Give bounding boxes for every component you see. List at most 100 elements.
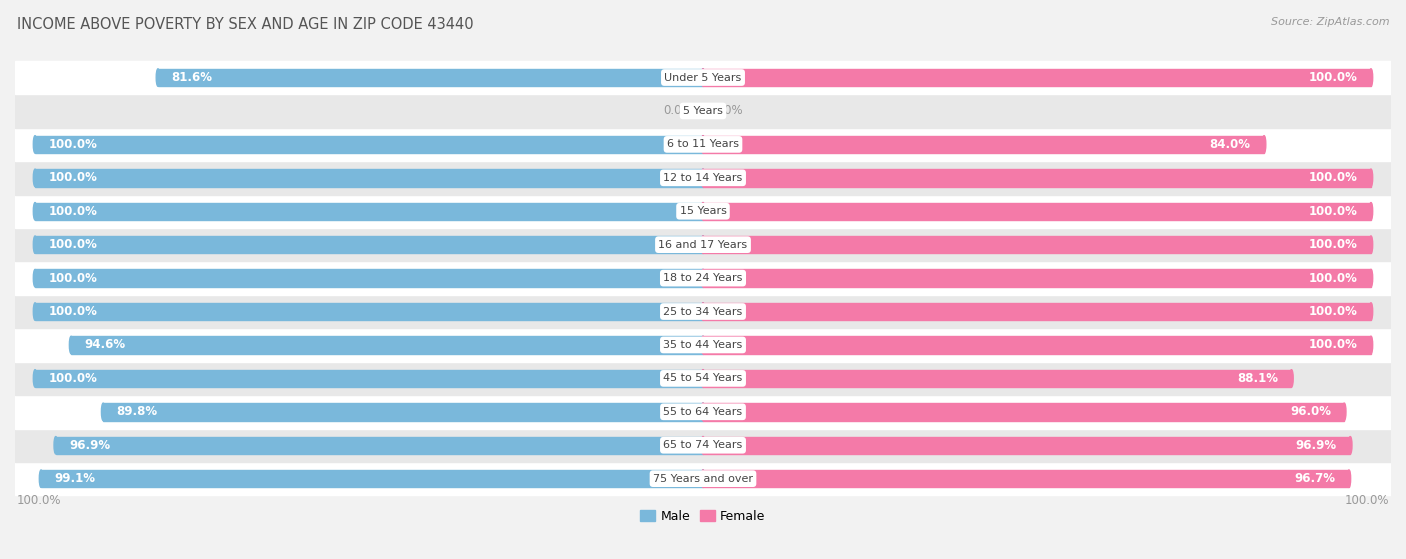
Circle shape (702, 136, 704, 153)
Text: 0.0%: 0.0% (713, 105, 742, 117)
Circle shape (702, 470, 704, 487)
Text: 100.0%: 100.0% (48, 372, 97, 385)
Bar (35, 136, 703, 153)
Circle shape (702, 269, 704, 287)
Bar (15, 362, 1391, 395)
Text: 0.0%: 0.0% (664, 105, 693, 117)
Bar (35, 269, 703, 287)
Bar (15, 295, 1391, 328)
Text: Source: ZipAtlas.com: Source: ZipAtlas.com (1271, 17, 1389, 27)
Circle shape (702, 202, 704, 220)
Text: 81.6%: 81.6% (172, 71, 212, 84)
Circle shape (1369, 236, 1372, 253)
Bar (703, 470, 1348, 487)
Text: 65 to 74 Years: 65 to 74 Years (664, 440, 742, 450)
Bar (35, 369, 703, 387)
Bar (157, 69, 703, 86)
Text: 6 to 11 Years: 6 to 11 Years (666, 139, 740, 149)
Circle shape (34, 269, 37, 287)
Bar (72, 337, 703, 354)
Text: 100.0%: 100.0% (1309, 272, 1358, 285)
Circle shape (34, 303, 37, 320)
Text: 25 to 34 Years: 25 to 34 Years (664, 306, 742, 316)
Circle shape (702, 202, 704, 220)
Circle shape (702, 470, 704, 487)
Bar (703, 202, 1371, 220)
Text: 55 to 64 Years: 55 to 64 Years (664, 407, 742, 417)
Circle shape (1369, 169, 1372, 187)
Bar (703, 369, 1292, 387)
Circle shape (69, 337, 73, 354)
Text: 94.6%: 94.6% (84, 338, 125, 352)
Circle shape (702, 369, 704, 387)
Text: 12 to 14 Years: 12 to 14 Years (664, 173, 742, 183)
Legend: Male, Female: Male, Female (641, 510, 765, 523)
Text: 100.0%: 100.0% (1309, 71, 1358, 84)
Circle shape (34, 169, 37, 187)
Text: 100.0%: 100.0% (48, 171, 97, 184)
Bar (15, 429, 1391, 462)
Circle shape (1369, 303, 1372, 320)
Bar (15, 195, 1391, 228)
Circle shape (702, 437, 704, 454)
Circle shape (702, 169, 704, 187)
Circle shape (702, 437, 704, 454)
Circle shape (156, 69, 160, 86)
Bar (15, 94, 1391, 127)
Circle shape (702, 69, 704, 86)
Bar (15, 127, 1391, 161)
Bar (15, 61, 1391, 94)
Text: 45 to 54 Years: 45 to 54 Years (664, 373, 742, 383)
Text: 100.0%: 100.0% (17, 494, 60, 507)
Text: 100.0%: 100.0% (1309, 238, 1358, 251)
Text: 16 and 17 Years: 16 and 17 Years (658, 240, 748, 250)
Circle shape (702, 369, 704, 387)
Bar (703, 437, 1350, 454)
Bar (703, 403, 1344, 420)
Text: 100.0%: 100.0% (48, 272, 97, 285)
Bar (703, 337, 1371, 354)
Text: 99.1%: 99.1% (55, 472, 96, 485)
Circle shape (1263, 136, 1265, 153)
Circle shape (1289, 369, 1294, 387)
Circle shape (101, 403, 105, 420)
Circle shape (39, 470, 42, 487)
Bar (41, 470, 703, 487)
Bar (35, 236, 703, 253)
Circle shape (1369, 202, 1372, 220)
Text: 88.1%: 88.1% (1237, 372, 1278, 385)
Text: 100.0%: 100.0% (1346, 494, 1389, 507)
Circle shape (1369, 337, 1372, 354)
Circle shape (702, 169, 704, 187)
Circle shape (34, 369, 37, 387)
Circle shape (34, 136, 37, 153)
Bar (703, 236, 1371, 253)
Bar (103, 403, 703, 420)
Circle shape (702, 403, 704, 420)
Text: 100.0%: 100.0% (1309, 205, 1358, 218)
Bar (703, 269, 1371, 287)
Circle shape (1343, 403, 1346, 420)
Text: 96.0%: 96.0% (1289, 405, 1331, 418)
Circle shape (702, 403, 704, 420)
Text: Under 5 Years: Under 5 Years (665, 73, 741, 83)
Bar (15, 161, 1391, 195)
Circle shape (702, 69, 704, 86)
Circle shape (34, 236, 37, 253)
Text: 100.0%: 100.0% (48, 305, 97, 318)
Bar (15, 262, 1391, 295)
Text: 5 Years: 5 Years (683, 106, 723, 116)
Bar (15, 328, 1391, 362)
Bar (56, 437, 703, 454)
Bar (35, 202, 703, 220)
Text: 15 Years: 15 Years (679, 206, 727, 216)
Text: 100.0%: 100.0% (1309, 171, 1358, 184)
Circle shape (34, 202, 37, 220)
Circle shape (702, 303, 704, 320)
Circle shape (1369, 69, 1372, 86)
Text: 96.9%: 96.9% (1296, 439, 1337, 452)
Text: 84.0%: 84.0% (1209, 138, 1251, 151)
Text: 100.0%: 100.0% (48, 205, 97, 218)
Bar (703, 169, 1371, 187)
Text: INCOME ABOVE POVERTY BY SEX AND AGE IN ZIP CODE 43440: INCOME ABOVE POVERTY BY SEX AND AGE IN Z… (17, 17, 474, 32)
